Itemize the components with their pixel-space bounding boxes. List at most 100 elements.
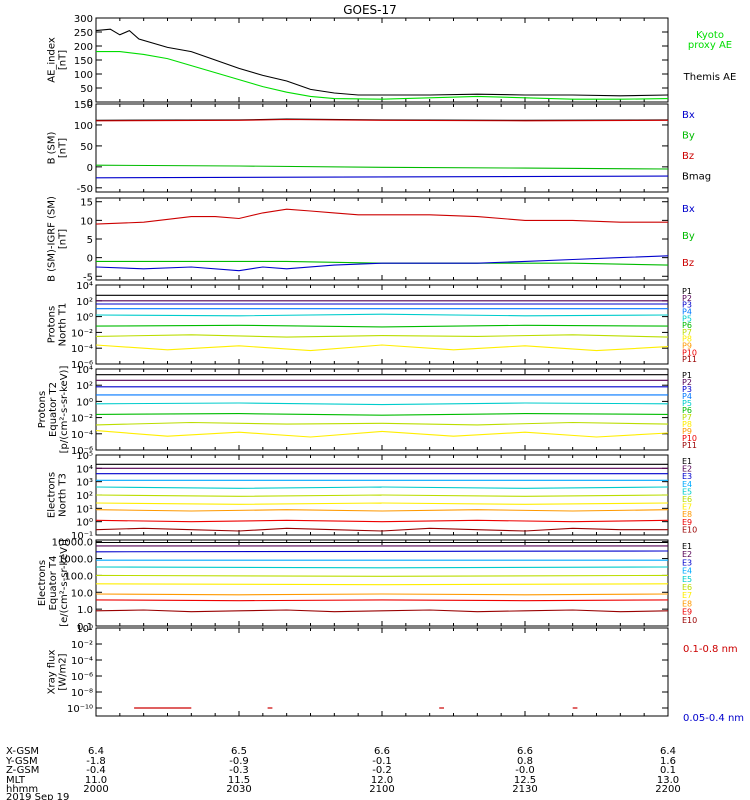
y-tick-label: 50 [80,142,93,153]
legend-entry: E3 [682,558,692,567]
series-p7 [95,421,669,426]
series-bz [95,118,669,122]
legend-entry: P3 [682,301,692,310]
legend-entry: Bz [682,151,694,162]
y-axis-label: Equator T4 [48,556,59,611]
legend-entry: P1 [682,371,692,380]
y-tick-label: 100 [74,121,93,132]
legend-entry: E1 [682,542,692,551]
legend-entry: P8 [682,335,692,344]
x-tick-label-ygsm: 0.8 [517,756,533,767]
y-tick-label: 10⁻⁶ [71,446,93,457]
y-tick-label: 10⁰ [76,624,93,635]
series-e8 [95,509,669,512]
y-tick-label: 10⁻² [71,414,93,425]
legend-entry: P2 [682,294,692,303]
series-p6 [95,324,669,328]
legend-entry: Kyoto [696,30,724,41]
y-tick-label: 10¹ [76,504,93,515]
y-tick-label: 10⁴ [76,281,93,292]
series-e7 [95,583,669,586]
series-p8 [95,344,669,352]
y-axis-label: AE_index [47,37,58,83]
legend-entry: P6 [682,406,692,415]
legend-entry: P1 [682,287,692,296]
legend-entry: P5 [682,399,692,408]
series-e9 [95,599,669,602]
x-tick-label-xgsm: 6.4 [660,746,676,757]
series-e10 [95,527,668,532]
legend-entry: E3 [682,472,692,481]
legend-entry: E2 [682,550,692,559]
x-tick-label-zgsm: -0.4 [86,765,106,776]
panel-frame [95,284,669,365]
panel-xray: 10⁻¹⁰ 10⁻⁸ 10⁻⁶ 10⁻⁴ 10⁻² 10⁰ Xray flux [W/m2] 0… [47,624,745,724]
series-e9 [95,519,669,523]
x-row-label: MLT [6,775,26,786]
legend-entry: E9 [682,518,692,527]
y-tick-label: 0.1 [77,622,93,633]
legend-entry: E7 [682,503,692,512]
y-tick-label: 100.0 [64,571,93,582]
series-p5 [95,313,669,317]
legend-entry: E5 [682,575,692,584]
legend-entry: E7 [682,591,692,600]
plot-title: GOES-17 [343,3,397,17]
panel-frame [95,17,669,103]
x-tick-label-mlt: 12.5 [514,775,536,786]
x-tick-label-ygsm: -1.8 [86,756,106,767]
legend-entry: P4 [682,307,692,316]
x-row-label: X-GSM [6,746,39,757]
y-tick-label: 1.0 [77,605,93,616]
series-p5 [95,402,669,406]
legend-entry: Bx [682,110,695,121]
series-e3 [95,550,669,553]
legend-entry: P5 [682,314,692,323]
series-p7 [95,334,669,338]
series-e5 [95,486,669,489]
y-axis-label: B (SM) [47,131,58,164]
y-axis-label: [e/(cm²-s-sr-keV)] [59,539,70,627]
y-axis-label: Electrons [37,560,48,606]
legend-entry: P11 [682,441,697,450]
legend-entry: Bmag [682,172,711,183]
y-tick-label: 5 [87,235,93,246]
panel-e3: 10⁻¹ 10⁰ 10¹ 10² 10³ 10⁴ 10⁵ Electrons North T3 E… [47,451,698,542]
x-tick-label-ygsm: 1.6 [660,756,676,767]
series-bz [95,208,668,225]
y-tick-label: 10000.0 [52,538,93,549]
legend-entry: P11 [682,355,697,364]
y-tick-label: 1000.0 [58,555,93,566]
y-axis-label: North T3 [58,473,69,517]
legend-entry: P7 [682,413,692,422]
legend-entry: Bx [682,204,695,215]
x-row-label: hhmm [6,784,38,795]
x-tick-label-hhmm: 2100 [369,784,394,795]
x-tick-label-zgsm: 0.1 [660,765,676,776]
y-tick-label: 10² [76,381,93,392]
legend-entry: 0.1-0.8 nm [683,644,738,655]
y-axis-label: B (SM)-IGRF (SM) [47,196,58,282]
panel-frame [95,627,669,717]
x-tick-label-mlt: 11.5 [228,775,250,786]
series-p8 [95,430,669,438]
y-axis-label: [nT] [58,50,69,70]
y-axis-label: [p/(cm²-s-sr-keV)] [59,366,70,454]
legend-entry: By [682,131,695,142]
y-tick-label: 10² [76,297,93,308]
y-tick-label: 10⁴ [76,464,93,475]
series-e8 [95,593,669,596]
y-tick-label: 10⁻⁶ [71,672,93,683]
series-e7 [95,502,669,505]
x-axis-labels: X-GSMY-GSMZ-GSMMLThhmm6.4-1.8-0.411.0200… [5,746,681,800]
x-tick-label-mlt: 13.0 [657,775,679,786]
series-e10 [95,609,669,613]
series-by [95,164,669,170]
legend-entry: E10 [682,616,697,625]
legend-entry: E8 [682,599,692,608]
y-tick-label: 10 [80,216,93,227]
y-tick-label: 10⁻² [71,640,93,651]
y-tick-label: 300 [74,14,93,25]
y-tick-label: 10⁴ [76,365,93,376]
legend-entry: Themis AE [683,72,737,83]
